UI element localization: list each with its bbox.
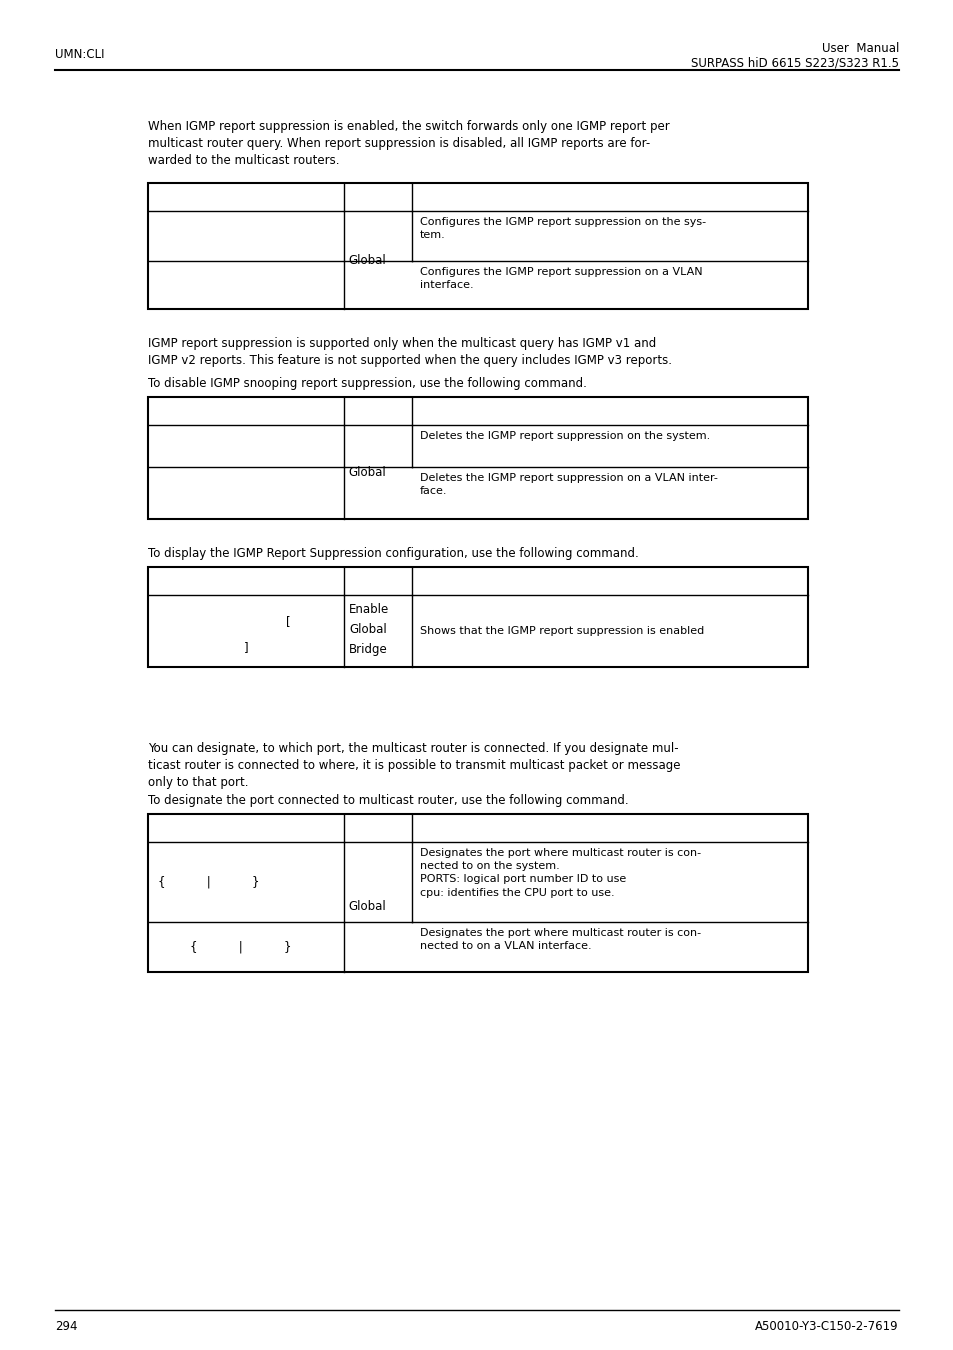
Text: UMN:CLI: UMN:CLI [55, 49, 105, 61]
Text: Enable: Enable [349, 603, 389, 616]
Bar [148, 567, 807, 667]
Text: Configures the IGMP report suppression on the sys-
tem.: Configures the IGMP report suppression o… [419, 217, 705, 240]
Text: Designates the port where multicast router is con-
nected to on a VLAN interface: Designates the port where multicast rout… [419, 927, 700, 952]
Bar [148, 397, 807, 518]
Text: To designate the port connected to multicast router, use the following command.: To designate the port connected to multi… [148, 794, 628, 807]
Text: Global: Global [348, 900, 385, 914]
Bar [148, 814, 807, 972]
Text: Global: Global [348, 466, 385, 478]
Text: {           |           }: { | } [190, 941, 292, 953]
Text: To display the IGMP Report Suppression configuration, use the following command.: To display the IGMP Report Suppression c… [148, 547, 639, 560]
Text: User  Manual: User Manual [821, 42, 898, 55]
Text: Configures the IGMP report suppression on a VLAN
interface.: Configures the IGMP report suppression o… [419, 267, 702, 290]
Text: Deletes the IGMP report suppression on the system.: Deletes the IGMP report suppression on t… [419, 431, 709, 441]
Text: SURPASS hiD 6615 S223/S323 R1.5: SURPASS hiD 6615 S223/S323 R1.5 [690, 57, 898, 70]
Text: Deletes the IGMP report suppression on a VLAN inter-
face.: Deletes the IGMP report suppression on a… [419, 472, 717, 497]
Text: {           |           }: { | } [158, 876, 259, 888]
Text: Designates the port where multicast router is con-
nected to on the system.
PORT: Designates the port where multicast rout… [419, 848, 700, 898]
Text: ]: ] [244, 641, 249, 653]
Text: When IGMP report suppression is enabled, the switch forwards only one IGMP repor: When IGMP report suppression is enabled,… [148, 120, 669, 167]
Text: Global: Global [349, 622, 386, 636]
Text: A50010-Y3-C150-2-7619: A50010-Y3-C150-2-7619 [755, 1320, 898, 1332]
Text: IGMP report suppression is supported only when the multicast query has IGMP v1 a: IGMP report suppression is supported onl… [148, 338, 671, 367]
Text: Bridge: Bridge [349, 643, 387, 656]
Text: 294: 294 [55, 1320, 77, 1332]
Text: Global: Global [348, 254, 385, 266]
Bar [148, 184, 807, 309]
Text: Shows that the IGMP report suppression is enabled: Shows that the IGMP report suppression i… [419, 626, 703, 636]
Text: [: [ [286, 616, 291, 628]
Text: To disable IGMP snooping report suppression, use the following command.: To disable IGMP snooping report suppress… [148, 377, 586, 390]
Text: You can designate, to which port, the multicast router is connected. If you desi: You can designate, to which port, the mu… [148, 743, 679, 788]
